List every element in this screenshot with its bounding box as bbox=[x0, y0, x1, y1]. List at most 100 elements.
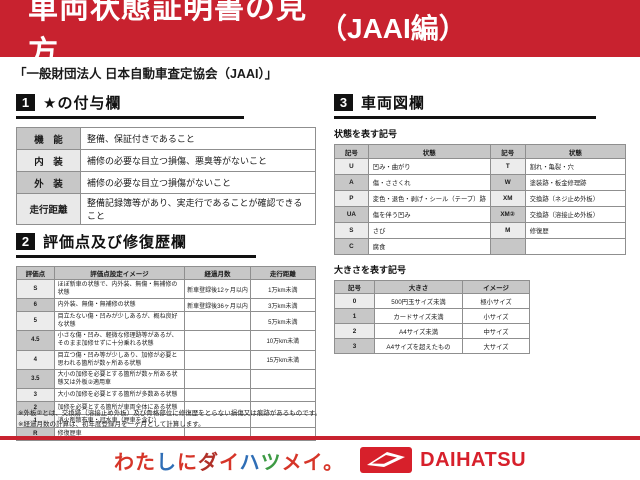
source-organization: 「一般財団法人 日本自動車査定協会（JAAI）」 bbox=[14, 67, 278, 81]
cell: 1 bbox=[334, 308, 375, 324]
cell: 3 bbox=[16, 387, 55, 402]
cell: 凹み・曲がり bbox=[367, 158, 491, 175]
cell bbox=[184, 349, 251, 370]
daihatsu-wordmark: DAIHATSU bbox=[420, 448, 527, 471]
star-criteria-table: 機 能整備、保証付きであること内 装補修の必要な目立つ損傷、悪臭等がないこと外 … bbox=[16, 127, 316, 225]
cell: 内外装、無傷・無補修の状態 bbox=[53, 298, 186, 313]
cell: 変色・退色・剥げ・シール（テープ）跡 bbox=[367, 190, 491, 207]
cell: 新車登録後12ヶ月以内 bbox=[184, 278, 251, 300]
column-header: 記号 bbox=[334, 144, 369, 159]
cell: さび bbox=[367, 222, 491, 239]
cell: 小さな傷・凹み、軽微な修理跡等があるが、そのまま加修せずに十分乗れる状態 bbox=[53, 330, 186, 351]
cell: 10万km未満 bbox=[249, 330, 317, 351]
daihatsu-d-emblem-icon bbox=[360, 447, 413, 473]
cell bbox=[184, 387, 251, 402]
table-row: U 凹み・曲がり T 割れ・亀裂・穴 bbox=[334, 158, 627, 175]
cell: 小サイズ bbox=[462, 308, 530, 324]
table-row: 内 装補修の必要な目立つ損傷、悪臭等がないこと bbox=[16, 149, 316, 172]
cell: 5 bbox=[16, 311, 55, 332]
table-row: 外 装補修の必要な目立つ損傷がないこと bbox=[16, 171, 316, 194]
section-header-diagram: 3 車両図欄 bbox=[334, 92, 596, 119]
cell: 傷を伴う凹み bbox=[367, 206, 491, 223]
cell: P bbox=[334, 190, 369, 207]
cell: 中サイズ bbox=[462, 323, 530, 339]
slogan-char: ダ bbox=[197, 451, 219, 474]
cell: 4 bbox=[16, 349, 55, 370]
section-title: 評価点及び修復歴欄 bbox=[43, 234, 188, 251]
slogan-char: し bbox=[155, 451, 177, 474]
cell: 4.5 bbox=[16, 330, 55, 351]
cell: 交換跡（溶接止め外板） bbox=[524, 206, 627, 223]
cell: 補修の必要な目立つ損傷がないこと bbox=[80, 171, 316, 194]
column-header: 大きさ bbox=[374, 280, 463, 294]
section-title: 車両図欄 bbox=[361, 95, 426, 112]
cell: 目立つ傷・凹み等が少しあり、加修が必要と思われる箇所が数ヶ所ある状態 bbox=[53, 349, 186, 370]
table-row: 2 加修を必要とする箇所が車両全体にある状態 bbox=[16, 400, 317, 415]
cell: C bbox=[334, 238, 369, 255]
cell: U bbox=[334, 158, 369, 175]
section-header-star: 1 ★の付与欄 bbox=[16, 92, 244, 119]
footnotes: ※外板②とは、交換跡（溶接止め外板）及び骨格部位に修復歴をとらない損傷又は痕跡が… bbox=[18, 409, 321, 430]
table-row: 3 大小の加修を必要とする箇所が多数ある状態 bbox=[16, 387, 317, 402]
cell bbox=[524, 238, 627, 255]
cell bbox=[249, 387, 317, 402]
cell: S bbox=[16, 278, 55, 300]
section-header-evaluation: 2 評価点及び修復歴欄 bbox=[16, 231, 256, 258]
state-symbols-table: 記号 状態 記号 状態 U 凹み・曲がり T 割れ・亀裂・穴 A 傷・ささくれ W 塗装跡・板金修理跡… bbox=[334, 144, 627, 255]
slogan-char: ツ bbox=[260, 451, 282, 474]
cell: 内 装 bbox=[16, 149, 81, 172]
table-row: P 変色・退色・剥げ・シール（テープ）跡 XM 交換跡（ネジ止め外板） bbox=[334, 190, 627, 207]
column-header: 記号 bbox=[489, 144, 526, 159]
cell: A4サイズ未満 bbox=[374, 323, 463, 339]
cell: 機 能 bbox=[16, 127, 81, 150]
footer: わたしにダイハツメイ。 DAIHATSU bbox=[0, 440, 640, 480]
table-row: UA 傷を伴う凹み XM② 交換跡（溶接止め外板） bbox=[334, 206, 627, 223]
title-banner: 車両状態証明書の見方 （JAAI編） bbox=[0, 0, 640, 69]
cell: 6 bbox=[16, 298, 55, 313]
cell bbox=[184, 368, 251, 389]
column-header: 記号 bbox=[334, 280, 375, 294]
footnote-line: ※外板②とは、交換跡（溶接止め外板）及び骨格部位に修復歴をとらない損傷又は痕跡が… bbox=[18, 410, 322, 418]
cell: 3.5 bbox=[16, 368, 55, 389]
slogan-char: わ bbox=[113, 451, 135, 474]
size-symbols-caption: 大きさを表す記号 bbox=[334, 265, 407, 275]
cell bbox=[184, 330, 251, 351]
column-header: イメージ bbox=[462, 280, 530, 294]
table-row: 走行距離 整備記録簿等があり、実走行であることが確認できること bbox=[16, 193, 316, 225]
column-header: 走行距離 bbox=[249, 266, 317, 280]
cell: 大小の加修を必要とする箇所が多数ある状態 bbox=[53, 387, 186, 402]
column-header: 状態 bbox=[524, 144, 627, 159]
size-symbols-table: 記号 大きさ イメージ 0 500円玉サイズ未満 極小サイズ 1 カードサイズ未満 小サイズ 2 A… bbox=[334, 280, 530, 354]
slogan-char: イ bbox=[218, 451, 240, 474]
table-row: 1 消火剤散布車・冠水車（歴車を含む） bbox=[16, 413, 317, 428]
cell: 腐食 bbox=[367, 238, 491, 255]
cell: 大小の加修を必要とする箇所が数ヶ所ある状態又は外板②適用車 bbox=[53, 368, 186, 389]
table-row: S ほぼ新車の状態で、内外装、無傷・無補修の状態 新車登録後12ヶ月以内 1万km未満 bbox=[16, 278, 317, 300]
table-row: 3 A4サイズを超えたもの 大サイズ bbox=[334, 338, 530, 354]
slogan-char: 。 bbox=[323, 451, 345, 474]
table-row: A 傷・ささくれ W 塗装跡・板金修理跡 bbox=[334, 174, 627, 191]
cell: 外 装 bbox=[16, 171, 81, 194]
cell: M bbox=[489, 222, 526, 239]
cell: 交換跡（ネジ止め外板） bbox=[524, 190, 627, 207]
cell: 500円玉サイズ未満 bbox=[374, 293, 463, 309]
column-header: 評価点設定イメージ bbox=[53, 266, 186, 280]
cell: 補修の必要な目立つ損傷、悪臭等がないこと bbox=[80, 149, 316, 172]
cell: 3 bbox=[334, 338, 375, 354]
daihatsu-logo: DAIHATSU bbox=[360, 447, 526, 473]
cell: 整備、保証付きであること bbox=[80, 127, 316, 150]
section-number-badge: 2 bbox=[16, 233, 35, 250]
cell: 2 bbox=[334, 323, 375, 339]
table-row: 0 500円玉サイズ未満 極小サイズ bbox=[334, 293, 530, 309]
cell: 15万km未満 bbox=[249, 349, 317, 370]
evaluation-points-table: 評価点 評価点設定イメージ 経過月数 走行距離 S ほぼ新車の状態で、内外装、無傷・無補修… bbox=[16, 266, 317, 441]
cell bbox=[249, 368, 317, 389]
cell: 割れ・亀裂・穴 bbox=[524, 158, 627, 175]
table-row: 4 目立つ傷・凹み等が少しあり、加修が必要と思われる箇所が数ヶ所ある状態 15万km… bbox=[16, 349, 317, 370]
cell: UA bbox=[334, 206, 369, 223]
cell: XM bbox=[489, 190, 526, 207]
table-row: 5 目立たない傷・凹みが少しあるが、概ね良好な状態 5万km未満 bbox=[16, 311, 317, 332]
cell: A bbox=[334, 174, 369, 191]
cell: 傷・ささくれ bbox=[367, 174, 491, 191]
